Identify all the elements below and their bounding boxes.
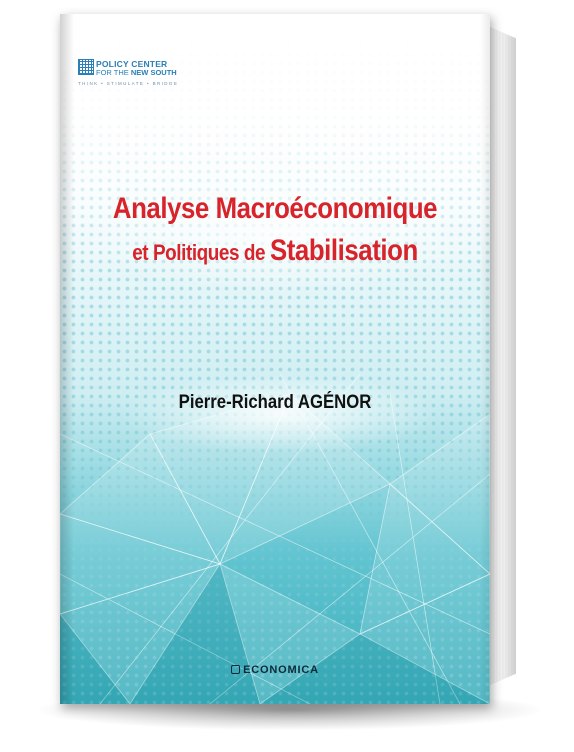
book-cover: POLICY CENTER FOR THE NEW SOUTH THINK • … xyxy=(60,14,490,704)
book-title-line1: Analyse Macroéconomique xyxy=(112,192,438,225)
edge-shadow xyxy=(480,14,490,704)
book-title-line2: et Politiques de Stabilisation xyxy=(90,234,460,268)
title-line2-part-a: et Politiques xyxy=(132,240,244,265)
logo-line2-bold: NEW SOUTH xyxy=(130,68,177,77)
publisher-logo: ECONOMICA xyxy=(60,664,490,676)
publisher-name: ECONOMICA xyxy=(243,664,319,676)
economica-icon xyxy=(231,665,241,674)
author-glow xyxy=(120,374,440,454)
spine-shadow xyxy=(60,14,74,704)
globe-grid-icon xyxy=(78,59,94,75)
logo-line2: FOR THE NEW SOUTH xyxy=(96,68,177,77)
book-author: Pierre-Richard AGÉNOR xyxy=(178,392,372,413)
title-line2-part-b: de xyxy=(243,240,270,265)
logo-line1: POLICY CENTER xyxy=(96,59,168,69)
logo-tagline: THINK • STIMULATE • BRIDGE xyxy=(78,81,179,86)
logo-line2-prefix: FOR THE xyxy=(96,68,131,77)
policy-center-logo: POLICY CENTER FOR THE NEW SOUTH THINK • … xyxy=(78,59,198,99)
title-line2-part-c: Stabilisation xyxy=(269,234,418,267)
geometric-facets xyxy=(60,374,490,704)
title-glow xyxy=(80,174,480,294)
